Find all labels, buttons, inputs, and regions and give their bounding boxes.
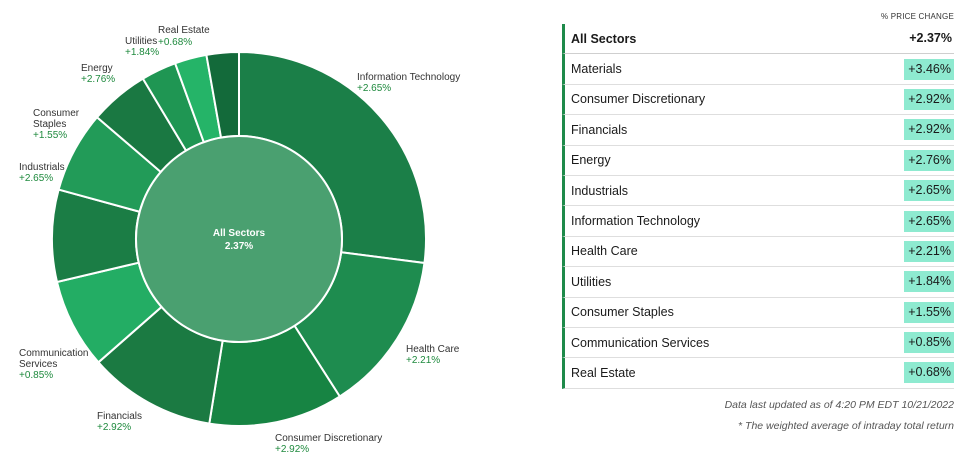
segment-value-label: +1.84% xyxy=(125,47,159,58)
table-row[interactable]: Energy +2.76% xyxy=(562,145,954,176)
row-value: +0.68% xyxy=(904,362,954,384)
segment-label: Information Technology xyxy=(357,72,460,83)
row-value: +2.92% xyxy=(904,119,954,141)
table-row[interactable]: Information Technology +2.65% xyxy=(562,206,954,237)
segment-label: Consumer Discretionary xyxy=(275,433,382,444)
table-row[interactable]: Industrials +2.65% xyxy=(562,175,954,207)
segment-value-label: +2.92% xyxy=(97,422,131,433)
row-value: +2.21% xyxy=(904,240,954,262)
segment-value-label: +2.21% xyxy=(406,355,440,366)
sector-donut-chart: All Sectors 2.37% Information Technology… xyxy=(19,25,460,455)
table-row[interactable]: Utilities +1.84% xyxy=(562,267,954,298)
segment-label: Energy xyxy=(81,63,113,74)
segment-label: Financials xyxy=(97,411,142,422)
row-name: Materials xyxy=(571,62,622,77)
row-value: +2.76% xyxy=(904,149,954,171)
footnote-updated: Data last updated as of 4:20 PM EDT 10/2… xyxy=(724,398,954,411)
row-name: Health Care xyxy=(571,244,638,259)
row-value: +2.65% xyxy=(904,180,954,202)
segment-label: Real Estate xyxy=(158,25,210,36)
segment-label: Health Care xyxy=(406,344,460,355)
table-row[interactable]: Consumer Staples +1.55% xyxy=(562,297,954,328)
center-label-value: 2.37% xyxy=(225,241,253,252)
segment-label: Utilities xyxy=(125,36,157,47)
row-name: Consumer Staples xyxy=(571,305,674,320)
segment-value-label: +2.65% xyxy=(19,173,53,184)
table-row[interactable]: Materials +3.46% xyxy=(562,54,954,85)
segment-label: Communication xyxy=(19,348,88,359)
table-row[interactable]: Financials +2.92% xyxy=(562,115,954,146)
segment-label: Staples xyxy=(33,119,66,130)
center-label-name: All Sectors xyxy=(213,228,266,239)
segment-value-label: +0.85% xyxy=(19,370,53,381)
row-value: +2.37% xyxy=(909,31,952,46)
column-header: % PRICE CHANGE xyxy=(880,12,954,21)
row-name: All Sectors xyxy=(571,31,637,46)
row-name: Financials xyxy=(571,122,628,137)
row-name: Energy xyxy=(571,153,611,168)
footnote-weighted: * The weighted average of intraday total… xyxy=(738,419,954,432)
row-value: +2.92% xyxy=(904,88,954,110)
segment-label: Industrials xyxy=(19,162,65,173)
row-value: +2.65% xyxy=(904,210,954,232)
segment-label: Services xyxy=(19,359,57,370)
table-row-all-sectors[interactable]: All Sectors +2.37% xyxy=(562,24,954,55)
segment-value-label: +2.76% xyxy=(81,74,115,85)
center-circle xyxy=(135,135,343,343)
segment-value-label: +2.92% xyxy=(275,444,309,455)
row-name: Utilities xyxy=(571,274,612,289)
row-value: +1.55% xyxy=(904,301,954,323)
table-row[interactable]: Consumer Discretionary +2.92% xyxy=(562,84,954,116)
sector-table: % PRICE CHANGE All Sectors +2.37% Materi… xyxy=(562,0,954,432)
segment-value-label: +0.68% xyxy=(158,37,192,48)
row-name: Industrials xyxy=(571,183,628,198)
row-name: Consumer Discretionary xyxy=(571,92,706,107)
table-row[interactable]: Health Care +2.21% xyxy=(562,236,954,268)
segment-value-label: +1.55% xyxy=(33,130,67,141)
segment-value-label: +2.65% xyxy=(357,83,391,94)
row-name: Information Technology xyxy=(571,214,701,229)
row-value: +0.85% xyxy=(904,332,954,354)
table-row[interactable]: Real Estate +0.68% xyxy=(562,358,954,389)
row-name: Real Estate xyxy=(571,365,636,380)
row-name: Communication Services xyxy=(571,335,710,350)
row-value: +1.84% xyxy=(904,271,954,293)
row-value: +3.46% xyxy=(904,58,954,80)
table-row[interactable]: Communication Services +0.85% xyxy=(562,327,954,359)
segment-label: Consumer xyxy=(33,108,80,119)
